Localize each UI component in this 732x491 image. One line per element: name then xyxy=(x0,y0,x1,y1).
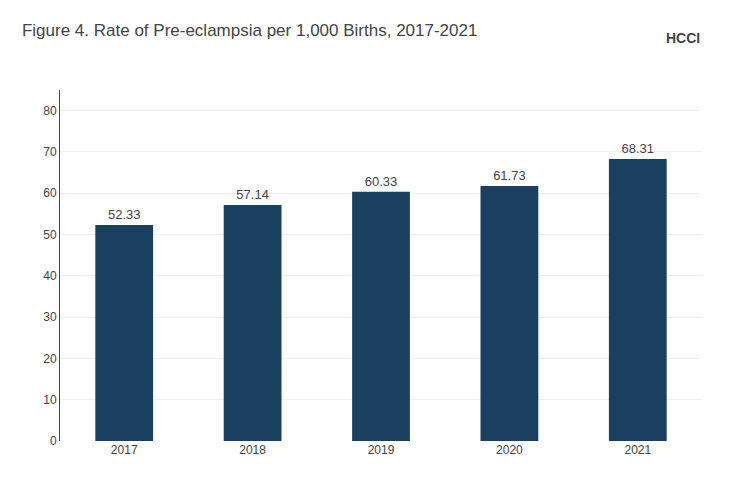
svg-text:2017: 2017 xyxy=(111,443,138,457)
svg-text:0: 0 xyxy=(50,434,57,448)
svg-text:50: 50 xyxy=(43,228,57,242)
svg-text:10: 10 xyxy=(43,393,57,407)
svg-text:2020: 2020 xyxy=(496,443,523,457)
svg-text:40: 40 xyxy=(43,269,57,283)
svg-text:68.31: 68.31 xyxy=(622,141,655,156)
svg-text:2018: 2018 xyxy=(239,443,266,457)
svg-text:60: 60 xyxy=(43,186,57,200)
svg-text:70: 70 xyxy=(43,145,57,159)
svg-text:60.33: 60.33 xyxy=(365,174,398,189)
svg-text:57.14: 57.14 xyxy=(236,187,269,202)
svg-text:61.73: 61.73 xyxy=(493,168,526,183)
svg-text:HCCI: HCCI xyxy=(666,30,700,46)
svg-text:30: 30 xyxy=(43,310,57,324)
svg-text:Figure 4. Rate of Pre-eclampsi: Figure 4. Rate of Pre-eclampsia per 1,00… xyxy=(22,21,477,40)
svg-text:20: 20 xyxy=(43,352,57,366)
svg-text:2021: 2021 xyxy=(624,443,651,457)
svg-text:80: 80 xyxy=(43,104,57,118)
svg-text:2019: 2019 xyxy=(368,443,395,457)
svg-text:52.33: 52.33 xyxy=(108,207,141,222)
